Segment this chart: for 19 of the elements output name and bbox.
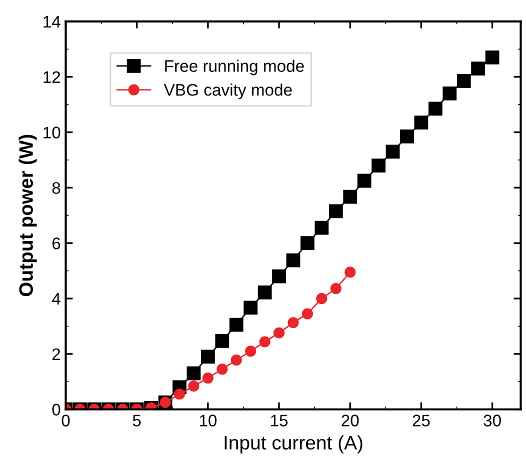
x-tick-label: 30 — [484, 414, 501, 426]
y-tick-label: 8 — [52, 182, 60, 194]
y-axis-title: Output power (W) — [18, 134, 37, 296]
legend-label: Free running mode — [165, 60, 304, 76]
y-tick-label: 0 — [52, 404, 60, 416]
y-tick-label: 6 — [52, 238, 60, 250]
legend-label: VBG cavity mode — [164, 84, 292, 100]
y-tick-label: 14 — [44, 16, 60, 28]
x-tick-label: 10 — [200, 414, 217, 426]
y-tick-label: 10 — [44, 126, 60, 138]
y-tick-label: 12 — [44, 71, 60, 83]
x-tick-label: 25 — [412, 414, 430, 426]
x-tick-label: 15 — [271, 414, 288, 426]
x-tick-label: 20 — [342, 414, 359, 426]
y-tick-label: 4 — [52, 293, 60, 305]
y-tick-label: 2 — [52, 348, 60, 360]
x-tick-label: 0 — [62, 414, 70, 426]
x-tick-label: 5 — [132, 414, 141, 426]
x-axis-title: Input current (A) — [224, 435, 362, 454]
